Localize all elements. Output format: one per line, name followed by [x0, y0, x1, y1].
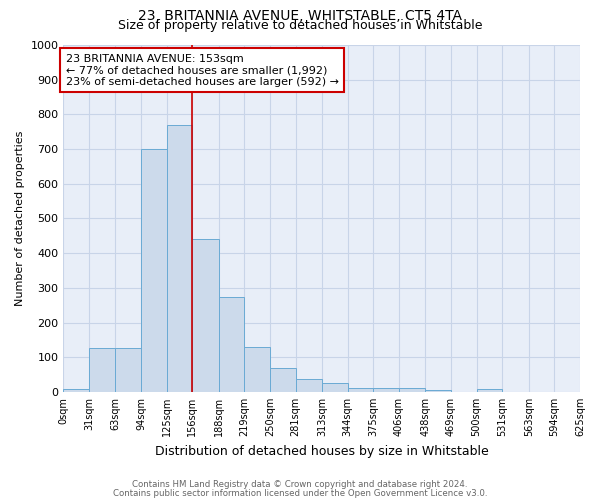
- Text: Contains HM Land Registry data © Crown copyright and database right 2024.: Contains HM Land Registry data © Crown c…: [132, 480, 468, 489]
- Text: Size of property relative to detached houses in Whitstable: Size of property relative to detached ho…: [118, 19, 482, 32]
- Bar: [244, 347, 270, 392]
- Bar: [115, 348, 141, 392]
- Bar: [270, 368, 296, 392]
- Text: Contains public sector information licensed under the Open Government Licence v3: Contains public sector information licen…: [113, 488, 487, 498]
- X-axis label: Distribution of detached houses by size in Whitstable: Distribution of detached houses by size …: [155, 444, 488, 458]
- Bar: [167, 125, 193, 392]
- Bar: [373, 388, 399, 392]
- Bar: [348, 388, 373, 392]
- Bar: [141, 149, 167, 392]
- Bar: [425, 390, 451, 392]
- Bar: [219, 296, 244, 392]
- Bar: [476, 389, 502, 392]
- Bar: [193, 240, 219, 392]
- Text: 23 BRITANNIA AVENUE: 153sqm
← 77% of detached houses are smaller (1,992)
23% of : 23 BRITANNIA AVENUE: 153sqm ← 77% of det…: [66, 54, 339, 87]
- Text: 23, BRITANNIA AVENUE, WHITSTABLE, CT5 4TA: 23, BRITANNIA AVENUE, WHITSTABLE, CT5 4T…: [138, 9, 462, 23]
- Bar: [89, 348, 115, 392]
- Y-axis label: Number of detached properties: Number of detached properties: [15, 131, 25, 306]
- Bar: [322, 384, 348, 392]
- Bar: [296, 378, 322, 392]
- Bar: [399, 388, 425, 392]
- Bar: [64, 389, 89, 392]
